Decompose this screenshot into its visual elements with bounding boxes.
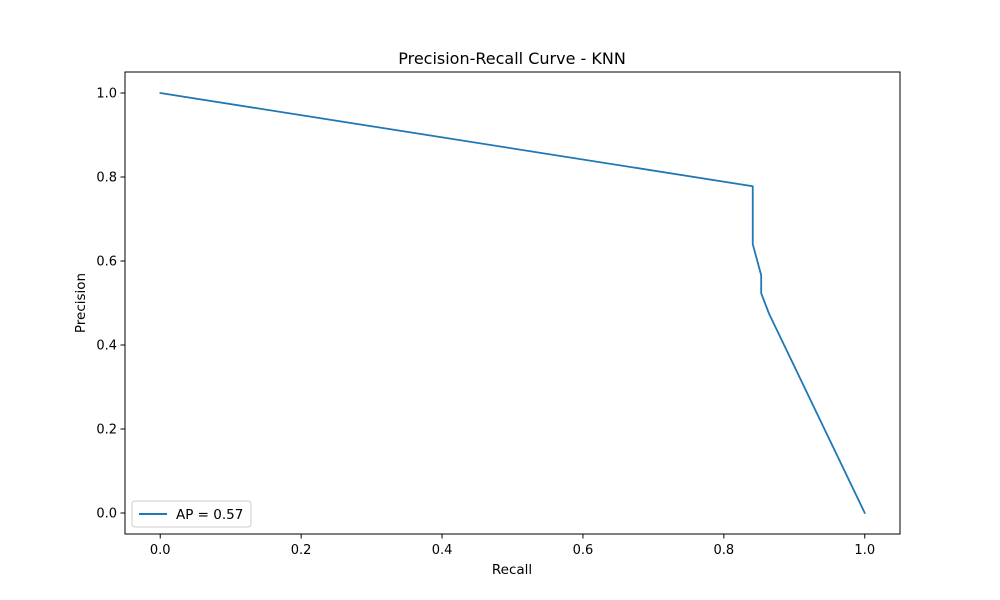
axes: 0.0 0.2 0.4 0.6 0.8 1.0 0.0 0.2 0.4 0.6 0.8 1.0 — [96, 87, 875, 559]
x-tick-label: 0.4 — [432, 543, 453, 558]
pr-curve-line — [159, 92, 866, 514]
y-axis-label: Precision — [73, 273, 89, 333]
plot-frame — [124, 71, 901, 535]
x-axis-label: Recall — [492, 562, 532, 578]
y-tick-label: 0.8 — [96, 171, 117, 186]
x-tick-label: 0.8 — [714, 543, 735, 558]
y-tick-label: 1.0 — [96, 87, 117, 102]
x-tick-label: 1.0 — [854, 543, 875, 558]
y-tick-label: 0.6 — [96, 255, 117, 270]
x-tick-label: 0.6 — [573, 543, 594, 558]
y-tick-label: 0.0 — [96, 507, 117, 522]
y-tick-label: 0.4 — [96, 339, 117, 354]
chart-title: Precision-Recall Curve - KNN — [398, 49, 626, 68]
plot-area — [159, 92, 866, 514]
y-tick-label: 0.2 — [96, 423, 117, 438]
x-tick-label: 0.2 — [291, 543, 312, 558]
legend-box — [131, 500, 252, 528]
legend: AP = 0.57 — [131, 500, 252, 528]
x-tick-label: 0.0 — [150, 543, 171, 558]
legend-label: AP = 0.57 — [176, 507, 243, 523]
